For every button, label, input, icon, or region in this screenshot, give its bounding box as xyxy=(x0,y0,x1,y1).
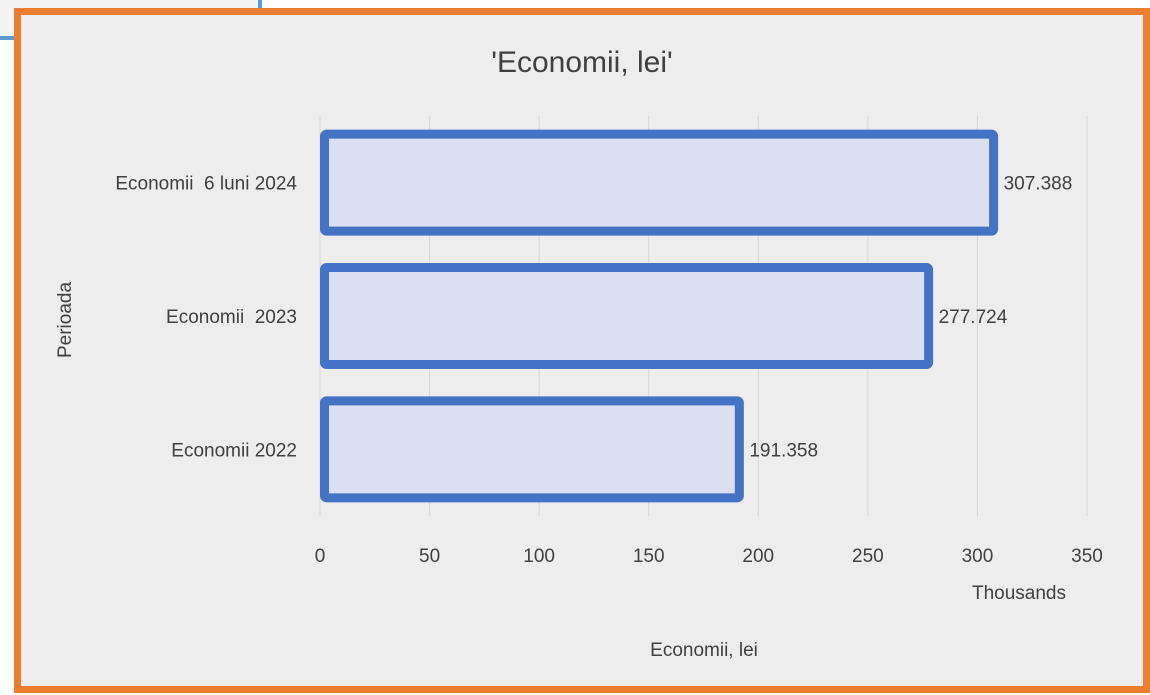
x-tick-label: 250 xyxy=(852,546,884,567)
data-label: 277.724 xyxy=(939,307,1008,328)
data-label: 191.358 xyxy=(749,440,818,461)
data-labels: 307.388 277.724 191.358 xyxy=(749,174,1072,462)
x-tick-label: 0 xyxy=(315,546,326,567)
x-tick-label: 300 xyxy=(962,546,994,567)
bars xyxy=(320,129,999,503)
data-label: 307.388 xyxy=(1004,174,1073,195)
x-tick-label: 50 xyxy=(419,546,440,567)
display-units-label: Thousands xyxy=(972,583,1066,604)
x-tick-label: 200 xyxy=(742,546,774,567)
x-tick-label: 350 xyxy=(1071,546,1103,567)
x-tick-labels: 0 50 100 150 200 250 300 350 xyxy=(315,546,1103,567)
x-tick-label: 100 xyxy=(523,546,555,567)
category-labels: Economii 6 luni 2024 Economii 2023 Economi… xyxy=(115,174,297,462)
bar xyxy=(320,129,999,236)
category-label: Economii 6 luni 2024 xyxy=(115,174,297,195)
chart-title: 'Economii, lei' xyxy=(491,46,673,79)
category-label: Economii 2022 xyxy=(171,440,297,461)
bar xyxy=(320,263,934,369)
y-axis-title: Perioada xyxy=(55,282,76,358)
category-label: Economii 2023 xyxy=(166,307,297,328)
bar xyxy=(320,396,744,503)
x-tick-label: 150 xyxy=(633,546,665,567)
x-axis-title: Economii, lei xyxy=(650,640,758,661)
